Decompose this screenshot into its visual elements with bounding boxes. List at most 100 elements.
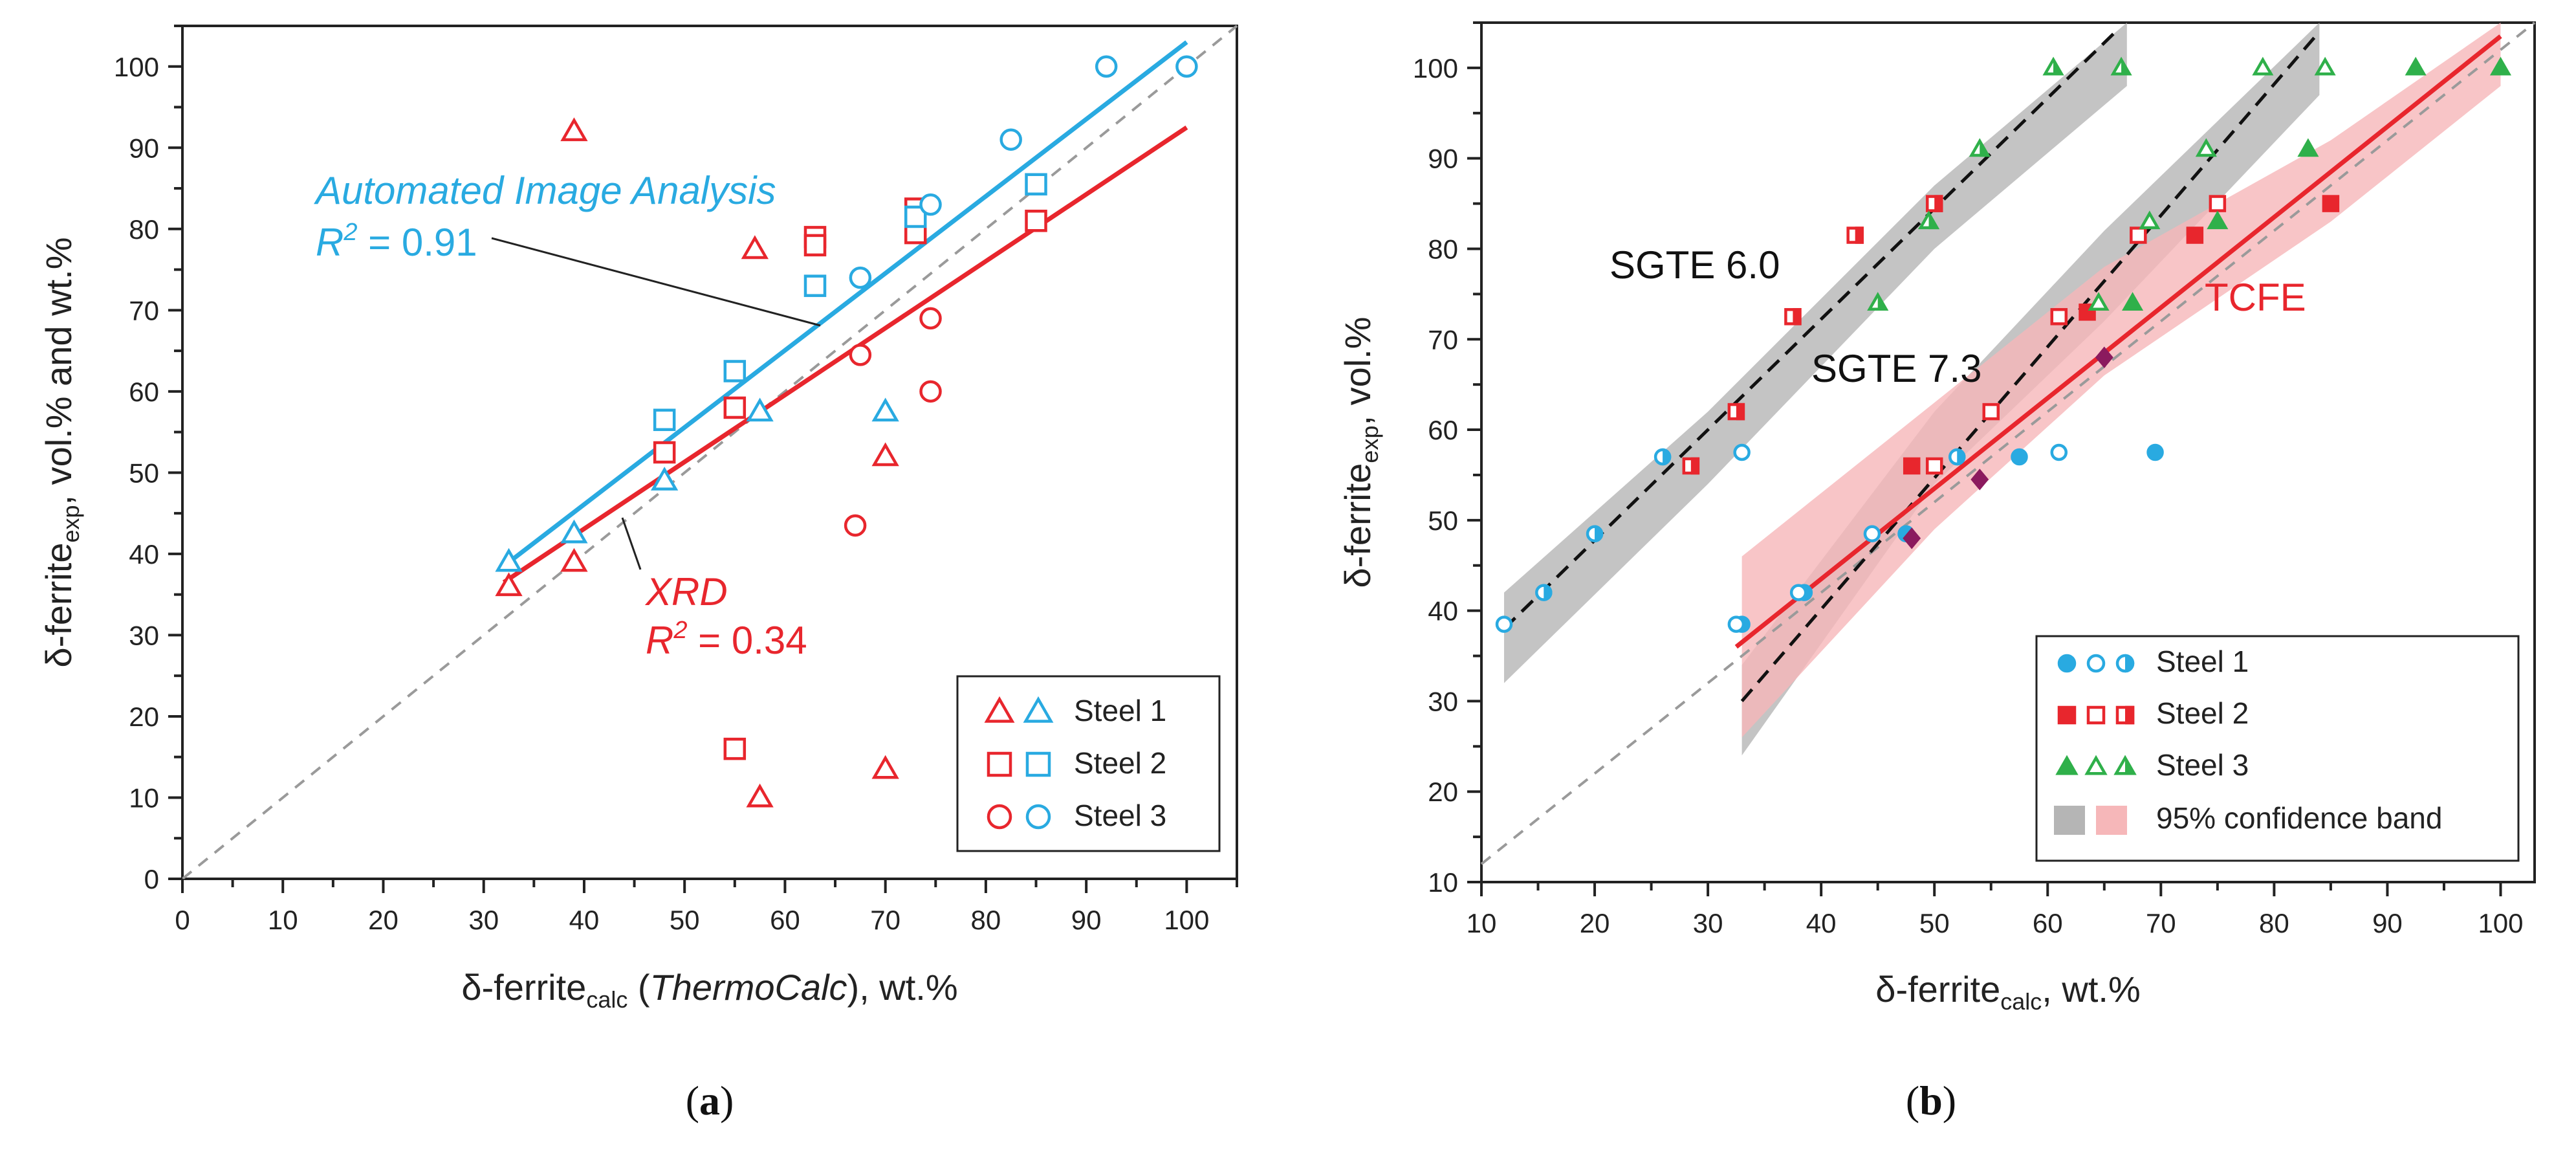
chart-b-point-s4-4	[2209, 195, 2227, 212]
chart-b-legend-marker-1-0-shape	[2057, 705, 2077, 725]
chart-b-point-s0-4-shape	[2146, 443, 2164, 461]
chart-b-x-tick-label-40: 40	[1806, 908, 1837, 938]
chart-a-point-s5-1	[919, 193, 942, 216]
chart-a-fit-line-1	[502, 125, 1188, 584]
chart-b-legend-marker-1-2	[2115, 705, 2135, 725]
chart-a-x-tick-label-80: 80	[971, 905, 1001, 935]
chart-a-y-ticks: 0 10 20 30 40 50 60 70 80 90 100	[114, 25, 182, 894]
chart-b-point-s3-3-shape	[2322, 195, 2340, 212]
chart-b: 10 20 30 40 50 60 70 80 90 100 10 20 30 40 50 60 70 80 90…	[1337, 21, 2536, 1123]
chart-b-annot-sgte73: SGTE 7.3	[1811, 347, 1981, 390]
chart-a-y-axis-title: δ-ferriteexp, vol.% and wt.%	[38, 238, 84, 668]
chart-b-y-tick-label-50: 50	[1428, 505, 1458, 536]
chart-b-point-s3-0-shape	[1903, 457, 1921, 475]
chart-a-legend: Steel 1 Steel 2 Steel 3	[956, 675, 1221, 852]
chart-b-legend-markers	[2054, 654, 2137, 835]
chart-a-fit-lines	[502, 40, 1188, 584]
chart-b-point-s8-4-shape	[2121, 56, 2132, 76]
chart-b-point-s2-0	[1535, 584, 1553, 601]
chart-b-point-s6-3	[2405, 56, 2427, 76]
chart-a-legend-markers	[984, 696, 1054, 830]
chart-a-point-s0-5	[871, 755, 899, 779]
chart-b-point-s5-3-shape	[1855, 227, 1864, 244]
chart-b-identity-line	[1480, 21, 2536, 865]
chart-a-point-s2-3-shape	[919, 307, 942, 330]
chart-a-x-tick-label-90: 90	[1071, 905, 1102, 935]
chart-a-point-s0-5-shape	[871, 755, 899, 779]
chart-b-point-s3-3	[2322, 195, 2340, 212]
chart-a-point-s0-4	[741, 235, 769, 260]
chart-a-point-s0-3-shape	[746, 783, 774, 808]
chart-a-legend-marker-red-1	[987, 751, 1012, 777]
chart-a-point-s0-1	[560, 547, 588, 572]
chart-b-point-s8-0-shape	[1877, 292, 1889, 311]
chart-a-point-s1-1	[723, 396, 747, 419]
chart-a-legend-marker-red-0	[984, 696, 1015, 723]
chart-b-legend-marker-0-2	[2115, 654, 2135, 673]
chart-a-y-tick-label-20: 20	[129, 702, 159, 732]
chart-a-legend-marker-blue-2-shape	[1025, 804, 1051, 830]
chart-b-point-s4-3-shape	[2130, 227, 2147, 244]
chart-a-point-s4-1-shape	[723, 360, 747, 382]
chart-b-point-s2-0-shape	[1544, 584, 1553, 601]
chart-b-point-s1-3	[2050, 443, 2068, 461]
chart-a-point-s4-2-shape	[803, 274, 827, 297]
chart-a-points	[495, 55, 1198, 808]
chart-a-point-s3-3	[746, 397, 774, 422]
chart-b-point-s6-2	[2297, 138, 2319, 157]
chart-a-point-s1-2-shape	[723, 737, 747, 760]
chart-a-panel-label: (a)	[686, 1078, 734, 1123]
chart-b-point-s7-2-shape	[2195, 138, 2217, 157]
chart-a-point-s2-1-shape	[849, 344, 872, 366]
chart-b-y-ticks: 10 20 30 40 50 60 70 80 90 100	[1413, 21, 1481, 898]
chart-b-point-s7-0	[2088, 292, 2110, 311]
chart-b-legend-marker-0-1-shape	[2086, 654, 2106, 673]
chart-a-legend-label-steel1: Steel 1	[1074, 694, 1166, 727]
chart-b-y-tick-label-30: 30	[1428, 686, 1458, 716]
chart-a-point-s3-0-shape	[495, 547, 523, 572]
chart-b-point-s8-4	[2110, 56, 2132, 76]
chart-b-annot-sgte60: SGTE 6.0	[1610, 243, 1780, 287]
chart-b-legend-marker-0-2-shape	[2125, 654, 2135, 673]
chart-b-point-s5-1	[1727, 403, 1745, 421]
chart-a-point-s1-0	[653, 441, 676, 464]
chart-a-legend-marker-blue-0-shape	[1023, 696, 1054, 723]
chart-a-x-tick-label-50: 50	[670, 905, 700, 935]
chart-b-point-s6-0-shape	[2122, 292, 2144, 311]
chart-b-x-tick-label-60: 60	[2033, 908, 2063, 938]
chart-b-x-tick-label-20: 20	[1580, 908, 1610, 938]
chart-b-band-0	[1504, 23, 2127, 683]
chart-b-point-s6-4-shape	[2489, 56, 2512, 76]
chart-b-legend-marker-1-1	[2086, 705, 2106, 725]
chart-b-point-s7-4-shape	[2314, 56, 2336, 76]
chart-b-point-s1-3-shape	[2050, 443, 2068, 461]
chart-a-annot-image-leader	[491, 237, 821, 327]
chart-b-identity-line-group	[1480, 21, 2536, 865]
chart-a-point-s5-1-shape	[919, 193, 942, 216]
chart-a: 0 10 20 30 40 50 60 70 80 90 100 0 10 20 30 40 50 60 70 80…	[38, 25, 1238, 1123]
chart-a-point-s3-4	[871, 397, 899, 422]
chart-a-point-s4-2	[803, 274, 827, 297]
chart-a-annot-image-r2: R2 = 0.91	[316, 219, 477, 264]
chart-b-point-s0-3	[2011, 448, 2028, 466]
chart-b-point-s8-2	[1969, 138, 1991, 157]
chart-a-annot-xrd-r2: R2 = 0.34	[646, 617, 807, 662]
chart-b-x-ticks: 10 20 30 40 50 60 70 80 90 100	[1467, 882, 2524, 938]
chart-a-legend-label-steel3: Steel 3	[1074, 799, 1166, 832]
chart-a-point-s1-0-shape	[653, 441, 676, 464]
chart-a-point-s4-4-shape	[1025, 173, 1047, 196]
chart-b-point-s7-3	[2252, 56, 2274, 76]
chart-a-point-s2-2	[919, 380, 942, 403]
chart-a-legend-marker-blue-1-shape	[1025, 751, 1051, 777]
chart-a-x-tick-label-10: 10	[268, 905, 298, 935]
chart-a-plot-frame	[181, 25, 1238, 880]
chart-a-point-s0-1-shape	[560, 547, 588, 572]
chart-b-annot-tcfe: TCFE	[2205, 276, 2306, 319]
chart-b-point-s9-0-shape	[1903, 527, 1921, 549]
chart-a-point-s5-2-shape	[999, 128, 1022, 151]
chart-b-legend-marker-0-0	[2057, 654, 2077, 673]
chart-b-point-s8-1	[1917, 210, 1940, 230]
chart-b-point-s8-2-shape	[1980, 138, 1991, 157]
chart-a-point-s5-2	[999, 128, 1022, 151]
chart-a-x-axis-title: δ-ferritecalc (ThermoCalc), wt.%	[461, 967, 957, 1013]
